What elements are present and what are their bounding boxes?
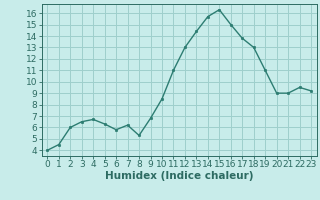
X-axis label: Humidex (Indice chaleur): Humidex (Indice chaleur) bbox=[105, 171, 253, 181]
